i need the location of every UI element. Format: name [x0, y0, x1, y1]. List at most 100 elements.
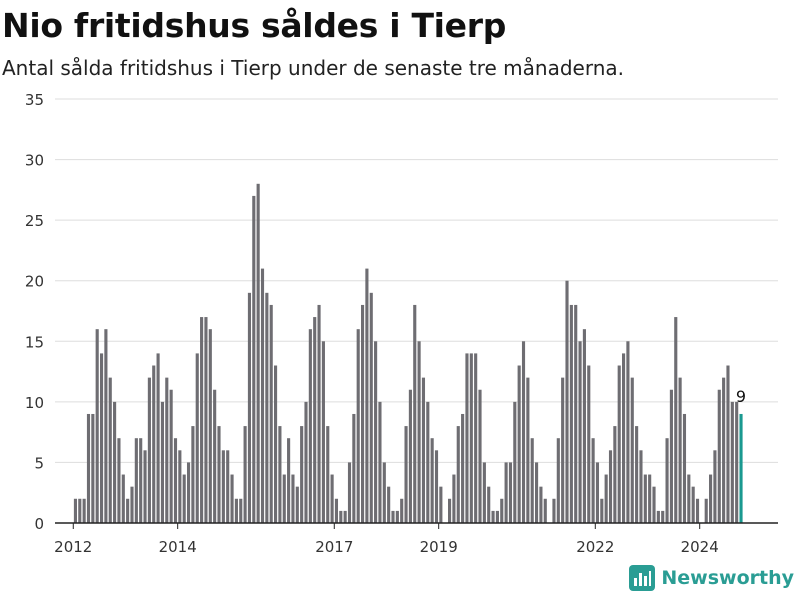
bar	[465, 353, 469, 523]
bar	[252, 195, 256, 523]
bar	[456, 426, 460, 523]
bar	[552, 498, 556, 523]
bar	[482, 462, 486, 523]
bar-highlight	[739, 413, 743, 523]
bar	[674, 317, 678, 523]
bar	[604, 474, 608, 523]
x-tick-label: 2022	[576, 538, 614, 556]
bar	[91, 413, 95, 523]
bar	[374, 341, 378, 523]
bar	[356, 329, 360, 523]
bar	[156, 353, 160, 523]
bar	[652, 486, 656, 523]
bar	[217, 426, 221, 523]
bar	[269, 304, 273, 523]
bar	[439, 486, 443, 523]
y-tick-label: 15	[25, 333, 44, 351]
bar	[387, 486, 391, 523]
y-tick-label: 20	[25, 273, 44, 291]
bar	[613, 426, 617, 523]
bar	[661, 510, 665, 523]
bar	[382, 462, 386, 523]
bar	[117, 438, 121, 523]
bar	[282, 474, 286, 523]
bar	[326, 426, 330, 523]
bar	[561, 377, 565, 523]
bar	[200, 317, 204, 523]
bar	[378, 401, 382, 523]
x-tick-label: 2017	[315, 538, 353, 556]
bar	[626, 341, 630, 523]
bar	[339, 510, 343, 523]
bar	[530, 438, 534, 523]
bar	[413, 304, 417, 523]
bar	[639, 450, 643, 523]
annotation-label: 9	[736, 387, 746, 406]
bar	[513, 401, 517, 523]
bar	[556, 438, 560, 523]
bar	[213, 389, 217, 523]
bar	[691, 486, 695, 523]
bar	[208, 329, 212, 523]
bar	[82, 498, 86, 523]
bar	[265, 292, 269, 523]
bar	[504, 462, 508, 523]
bar	[665, 438, 669, 523]
bar	[656, 510, 660, 523]
bar	[630, 377, 634, 523]
bar	[643, 474, 647, 523]
bar	[704, 498, 708, 523]
bar	[178, 450, 182, 523]
bar	[260, 268, 265, 523]
bar	[186, 462, 191, 523]
bar	[735, 401, 739, 523]
bar	[330, 474, 334, 523]
bar	[160, 401, 165, 523]
y-tick-label: 0	[34, 515, 44, 533]
bar	[495, 510, 499, 523]
bar	[139, 438, 143, 523]
brand-logo: Newsworthy	[629, 562, 794, 594]
bar	[539, 486, 543, 523]
bar	[295, 486, 299, 523]
bar	[526, 377, 530, 523]
y-tick-label: 35	[25, 91, 44, 109]
bar	[682, 413, 687, 523]
bar	[256, 183, 260, 524]
bar	[360, 304, 365, 523]
bar	[726, 365, 730, 523]
y-tick-label: 30	[25, 152, 44, 170]
bar	[587, 365, 591, 523]
bar	[86, 413, 91, 523]
bar	[287, 438, 291, 523]
bar	[469, 353, 473, 523]
bar	[417, 341, 421, 523]
bar	[308, 329, 312, 523]
bar	[369, 292, 373, 523]
bar	[709, 474, 713, 523]
bar	[426, 401, 430, 523]
bar	[347, 462, 352, 523]
chart-subtitle: Antal sålda fritidshus i Tierp under de …	[2, 56, 625, 80]
bar	[487, 486, 491, 523]
bar	[273, 365, 278, 523]
bar	[508, 462, 513, 523]
bar	[608, 450, 613, 523]
bar	[408, 389, 412, 523]
bar	[582, 329, 586, 523]
x-tick-label: 2012	[54, 538, 92, 556]
bar	[517, 365, 521, 523]
bar	[565, 280, 569, 523]
bar	[321, 341, 325, 523]
bar	[543, 498, 547, 523]
bar	[713, 450, 717, 523]
bar	[113, 401, 117, 523]
bar	[687, 474, 691, 523]
bar	[448, 498, 452, 523]
bar	[234, 498, 238, 523]
bar	[226, 450, 230, 523]
bar	[169, 389, 173, 523]
bar	[617, 365, 621, 523]
bar	[300, 426, 304, 523]
bar	[313, 317, 317, 523]
